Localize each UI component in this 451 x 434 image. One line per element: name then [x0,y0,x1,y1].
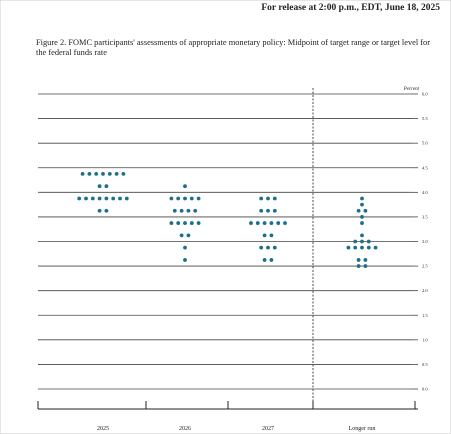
dot [272,245,277,250]
dot [183,184,187,189]
y-tick-label: 2.5 [422,264,428,269]
dot [262,221,267,225]
dot [266,196,270,201]
y-tick-label: 5.0 [422,141,428,146]
dot [360,215,364,219]
dot [186,233,191,238]
dot [363,258,368,262]
dot [360,221,364,225]
dot [84,196,88,201]
dot [196,196,201,201]
x-tick-label: 2027 [262,426,274,432]
y-tick-label: 5.5 [422,116,428,121]
dot [77,196,82,201]
dot [266,208,270,213]
dot [269,233,274,238]
dot [172,208,177,213]
dot [97,196,102,201]
dot [111,196,116,201]
y-tick-label: 2.0 [422,288,428,293]
dot [255,221,260,225]
dot [183,221,187,225]
dot [176,196,181,201]
dot [101,171,105,176]
y-tick-label: 0.5 [422,362,428,367]
dot [104,208,109,213]
dot [97,184,102,189]
chart-title: Figure 2. FOMC participants' assessments… [36,38,431,57]
dot [366,245,371,250]
dot [259,245,264,250]
caption-box: Figure 2. FOMC participants' assessments… [36,38,431,57]
dot [186,208,191,213]
dot [272,208,277,213]
dot [259,196,264,201]
y-tick-label: 0.0 [422,387,428,392]
dot [363,264,368,268]
dot [366,239,371,244]
dot [360,239,364,244]
dot [266,245,270,250]
dot [262,258,267,262]
y-tick-label: 1.0 [422,337,428,342]
x-tick-label: Longer run [349,426,376,432]
x-tick-label: 2026 [179,426,191,432]
dot [124,196,129,201]
y-tick-label: 6.0 [422,92,428,97]
dot [373,245,378,250]
dot [176,221,181,225]
dot [360,202,364,207]
dot [363,208,368,213]
dot [262,233,267,238]
dot [360,245,364,250]
dot [179,233,184,238]
dot [356,208,361,213]
dot [269,221,274,225]
dot [346,245,351,250]
dot [193,208,198,213]
dot [356,264,361,268]
dot [94,171,99,176]
x-tick-label: 2025 [97,426,109,432]
dot [179,208,184,213]
y-tick-label: 3.0 [422,239,428,244]
dot [353,239,358,244]
dot [121,171,126,176]
dot [104,184,109,189]
dot [356,258,361,262]
dot [169,196,174,201]
dot [353,245,358,250]
dot [90,196,95,201]
y-axis-label: Percent [403,87,420,92]
dot [114,171,119,176]
dot [272,196,277,201]
y-tick-label: 4.5 [422,165,428,170]
dot [283,221,287,225]
dot [183,258,187,262]
dot [169,221,174,225]
dot [80,171,85,176]
release-header: For release at 2:00 p.m., EDT, June 18, … [261,3,440,13]
dot [183,196,187,201]
dot [360,233,364,238]
dot [269,258,274,262]
dot [196,221,201,225]
y-tick-label: 1.5 [422,313,428,318]
dot [107,171,112,176]
dot [259,208,264,213]
dot [360,196,364,201]
dot [104,196,109,201]
dot [183,245,187,250]
dot [87,171,92,176]
dot [189,221,194,225]
y-tick-label: 4.0 [422,190,428,195]
dot [189,196,194,201]
dot [97,208,102,213]
y-tick-label: 3.5 [422,214,428,219]
dot [118,196,122,201]
dot [249,221,253,225]
dot [276,221,281,225]
